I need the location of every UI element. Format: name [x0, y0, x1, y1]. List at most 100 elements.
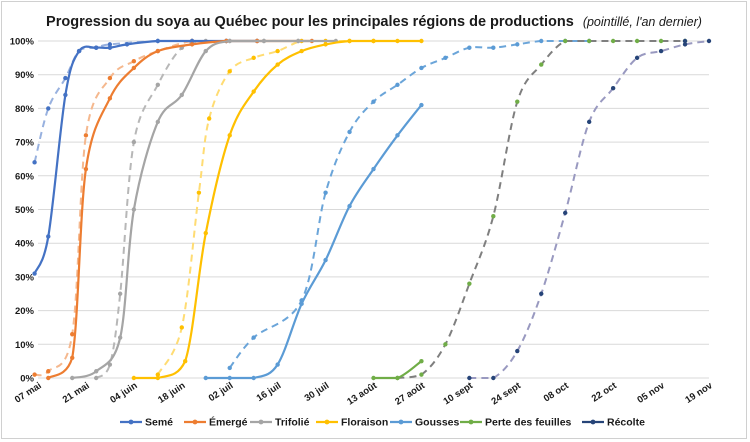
series-current-point — [179, 92, 184, 98]
series-current-point — [131, 207, 137, 212]
series-previous-point — [63, 75, 68, 81]
series-previous-point — [563, 38, 568, 44]
series-previous-point — [32, 372, 37, 377]
series-previous-point — [371, 99, 376, 104]
series-current-point — [63, 92, 68, 98]
series-current-point — [395, 133, 400, 138]
series-current-point — [189, 42, 195, 47]
series-current-point — [251, 375, 256, 381]
grid — [38, 40, 709, 379]
series-previous-point — [107, 42, 113, 47]
series-previous-line — [34, 40, 258, 377]
series-current-point — [203, 48, 208, 54]
series-previous-point — [395, 82, 400, 88]
series-previous-point — [443, 55, 448, 61]
series-previous-point — [117, 291, 123, 296]
legend-label: Gousses — [415, 417, 460, 429]
series-current-point — [371, 375, 376, 381]
series-previous-point — [634, 55, 640, 61]
series-previous-point — [347, 129, 352, 135]
y-tick-label: 80% — [15, 104, 35, 115]
series-current-point — [32, 271, 37, 276]
legend-label: Émergé — [209, 416, 248, 429]
series-current-point — [419, 358, 424, 364]
series-previous-point — [155, 372, 161, 377]
series-current-point — [299, 301, 304, 307]
series-current-point — [275, 62, 280, 67]
series-previous-point — [206, 116, 212, 121]
series-current-point — [419, 38, 424, 44]
series-current-point — [46, 375, 51, 381]
series-previous-point — [539, 62, 544, 67]
series-current-line — [205, 104, 423, 380]
legend: Semé Émergé Trifolié Floraison Gousses Perte … — [120, 416, 645, 429]
series-previous-point — [563, 210, 568, 216]
series-current-point — [93, 369, 99, 374]
series-previous-point — [251, 55, 256, 61]
series-current-point — [83, 166, 89, 172]
series-current-point — [682, 38, 688, 44]
series-previous-point — [658, 38, 664, 44]
series-previous-point — [515, 348, 520, 354]
series-previous-point — [107, 75, 113, 81]
x-tick-label: 19 nov — [683, 380, 715, 406]
y-tick-label: 60% — [15, 171, 35, 182]
series-previous-point — [251, 335, 256, 340]
legend-marker — [590, 419, 596, 425]
series-previous-point — [491, 375, 496, 381]
series-previous-point — [46, 369, 51, 374]
series-current-point — [371, 166, 376, 172]
series-current-point — [323, 257, 328, 263]
series-previous-point — [131, 139, 137, 145]
series-previous-point — [227, 69, 232, 74]
plot-area — [32, 38, 712, 381]
x-tick-label: 18 juin — [156, 380, 187, 406]
legend-marker — [468, 419, 474, 425]
series-current-point — [131, 65, 137, 71]
series-previous-point — [32, 160, 37, 165]
series-previous-point — [131, 59, 137, 64]
series-current-point — [76, 48, 82, 54]
series-previous-point — [658, 48, 664, 54]
series-previous-point — [93, 375, 99, 381]
legend-marker — [258, 419, 264, 425]
x-tick-label: 04 juin — [108, 380, 139, 406]
series-previous-point — [467, 375, 472, 381]
series-current-line — [71, 39, 336, 380]
series-current-point — [189, 38, 195, 44]
series-current-point — [323, 42, 328, 47]
series-previous-point — [179, 325, 184, 330]
x-axis: 07 mai 21 mai 04 juin 18 juin 02 juil 16 juil… — [13, 380, 715, 408]
x-tick-label: 21 mai — [61, 380, 92, 405]
series-current-point — [419, 102, 424, 108]
series-previous-point — [539, 291, 544, 296]
series-current-point — [155, 48, 161, 54]
series-previous-point — [70, 331, 75, 337]
series-previous-point — [467, 45, 472, 50]
series-current-point — [227, 38, 232, 44]
series-previous-line — [469, 40, 710, 379]
y-tick-label: 30% — [15, 272, 35, 283]
series-previous-point — [515, 42, 520, 47]
x-tick-label: 16 juil — [255, 380, 284, 404]
chart-subtitle: (pointillé, l'an dernier) — [583, 15, 702, 29]
series-previous-point — [196, 190, 202, 195]
series-current-point — [107, 96, 113, 101]
legend-label: Floraison — [341, 417, 388, 429]
series-current-point — [295, 38, 301, 44]
series-previous-point — [586, 38, 592, 44]
series-current-point — [155, 375, 161, 381]
legend-label: Récolte — [607, 417, 645, 429]
y-tick-label: 10% — [15, 340, 35, 351]
series-current-point — [299, 48, 304, 54]
series-previous-point — [586, 119, 592, 125]
series-previous-point — [515, 99, 520, 104]
series-current-point — [70, 375, 75, 381]
legend-marker — [324, 419, 330, 425]
series-current-point — [203, 230, 208, 236]
x-tick-label: 10 sept — [442, 380, 476, 408]
x-tick-label: 02 juil — [207, 380, 236, 404]
series-previous-point — [610, 85, 616, 91]
series-current-point — [70, 355, 75, 360]
y-tick-label: 20% — [15, 306, 35, 317]
